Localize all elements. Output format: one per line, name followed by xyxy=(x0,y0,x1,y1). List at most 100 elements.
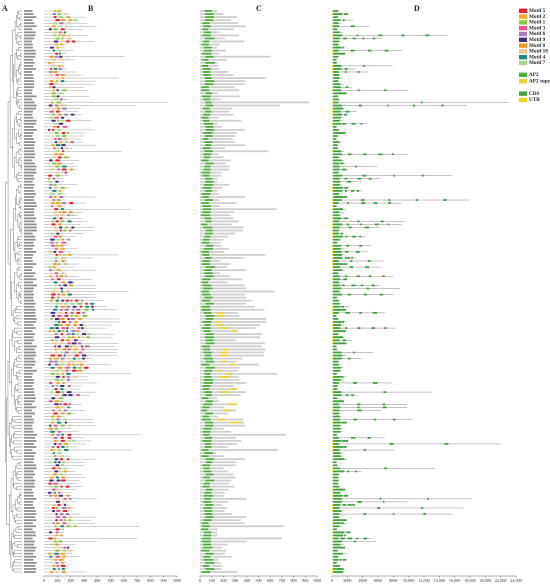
motif-box xyxy=(53,16,57,19)
motif-box xyxy=(50,372,55,375)
motif-box xyxy=(60,342,65,345)
gene-label-mark xyxy=(24,507,35,509)
motif-box xyxy=(58,470,62,473)
motif-box xyxy=(55,519,58,522)
cds-box xyxy=(341,400,344,403)
cds-box xyxy=(333,369,341,372)
gene-label-mark xyxy=(24,232,33,235)
cds-box xyxy=(333,223,343,226)
utr-box xyxy=(332,122,335,125)
motif-box xyxy=(66,458,70,461)
gene-label-mark xyxy=(24,546,37,549)
legend-label-motif: Motif 4 xyxy=(529,54,546,60)
ap2-domain xyxy=(201,397,209,400)
motif-box xyxy=(64,171,67,174)
protein-bar xyxy=(200,458,245,461)
cds-box xyxy=(333,464,338,467)
motif-box xyxy=(63,497,67,500)
ap2-domain xyxy=(205,314,215,317)
gene-label-mark xyxy=(24,528,33,531)
cds-box xyxy=(333,525,340,528)
motif-box xyxy=(52,58,57,61)
motif-box xyxy=(82,333,87,336)
motif-box xyxy=(60,464,65,467)
motif-box xyxy=(54,470,59,473)
protein-bar xyxy=(200,519,241,522)
gene-label-mark xyxy=(24,299,34,302)
motif-box xyxy=(52,269,56,272)
ap2-superfamily-domain xyxy=(230,363,237,366)
motif-box xyxy=(58,442,62,445)
motif-box xyxy=(55,241,58,244)
cds-box xyxy=(333,339,340,342)
axis-c-tick-label: 0 xyxy=(199,578,201,583)
ap2-domain xyxy=(203,98,211,101)
ap2-domain xyxy=(204,83,214,86)
protein-bar xyxy=(200,354,265,357)
motif-box xyxy=(54,458,59,461)
cds-box xyxy=(339,208,343,211)
ap2-domain xyxy=(203,546,213,549)
utr-box xyxy=(332,150,335,153)
motif-box xyxy=(82,314,88,317)
motif-box xyxy=(61,64,65,67)
motif-box xyxy=(77,357,81,360)
gene-label-mark xyxy=(24,531,36,534)
ap2-domain xyxy=(203,348,211,351)
cds-box xyxy=(333,321,342,323)
motif-box xyxy=(58,211,61,214)
gene-label-mark xyxy=(24,565,36,567)
ap2-domain xyxy=(201,89,210,92)
protein-bar xyxy=(200,202,237,204)
cds-box xyxy=(333,247,341,250)
motif-box xyxy=(68,320,72,323)
cds-box xyxy=(412,104,415,107)
cds-box xyxy=(333,275,340,278)
cds-box xyxy=(338,421,342,424)
motif-box xyxy=(62,516,67,519)
gene-label-mark xyxy=(24,504,33,506)
motif-box xyxy=(56,433,60,436)
motif-box xyxy=(61,238,65,241)
protein-bar xyxy=(200,211,235,214)
motif-box xyxy=(49,381,53,384)
motif-box xyxy=(54,351,58,354)
gene-label-mark xyxy=(24,519,37,522)
cds-box xyxy=(333,479,339,482)
protein-bar xyxy=(200,302,246,305)
cds-box xyxy=(359,235,362,238)
gene-label-mark xyxy=(24,510,37,512)
protein-bar xyxy=(200,412,228,415)
motif-box xyxy=(76,311,81,314)
motif-box xyxy=(79,305,83,308)
protein-bar xyxy=(200,86,236,89)
motif-box xyxy=(55,180,59,183)
motif-box xyxy=(54,195,57,198)
cds-box xyxy=(335,558,338,561)
motif-box xyxy=(65,485,70,488)
cds-box xyxy=(333,101,339,104)
cds-box xyxy=(333,10,339,12)
cds-box xyxy=(345,327,348,329)
cds-box xyxy=(342,284,345,287)
protein-bar xyxy=(200,217,234,220)
ap2-domain xyxy=(204,436,213,439)
cds-box xyxy=(336,534,341,537)
gene-label-mark xyxy=(24,339,35,342)
motif-box xyxy=(49,183,53,186)
motif-box xyxy=(51,314,55,317)
cds-box xyxy=(340,196,344,198)
protein-bar xyxy=(200,339,236,342)
cds-box xyxy=(345,189,348,192)
cds-box xyxy=(333,314,337,317)
cds-box xyxy=(337,217,342,220)
cds-box xyxy=(339,235,343,238)
cds-box xyxy=(342,558,347,561)
axis-c-tick-label: 1000 xyxy=(313,578,321,583)
axis-b-tick-label: 400 xyxy=(94,578,100,583)
cds-box xyxy=(333,507,340,509)
gene-label-mark xyxy=(24,281,34,284)
motif-box xyxy=(54,333,58,336)
cds-box xyxy=(333,497,342,500)
